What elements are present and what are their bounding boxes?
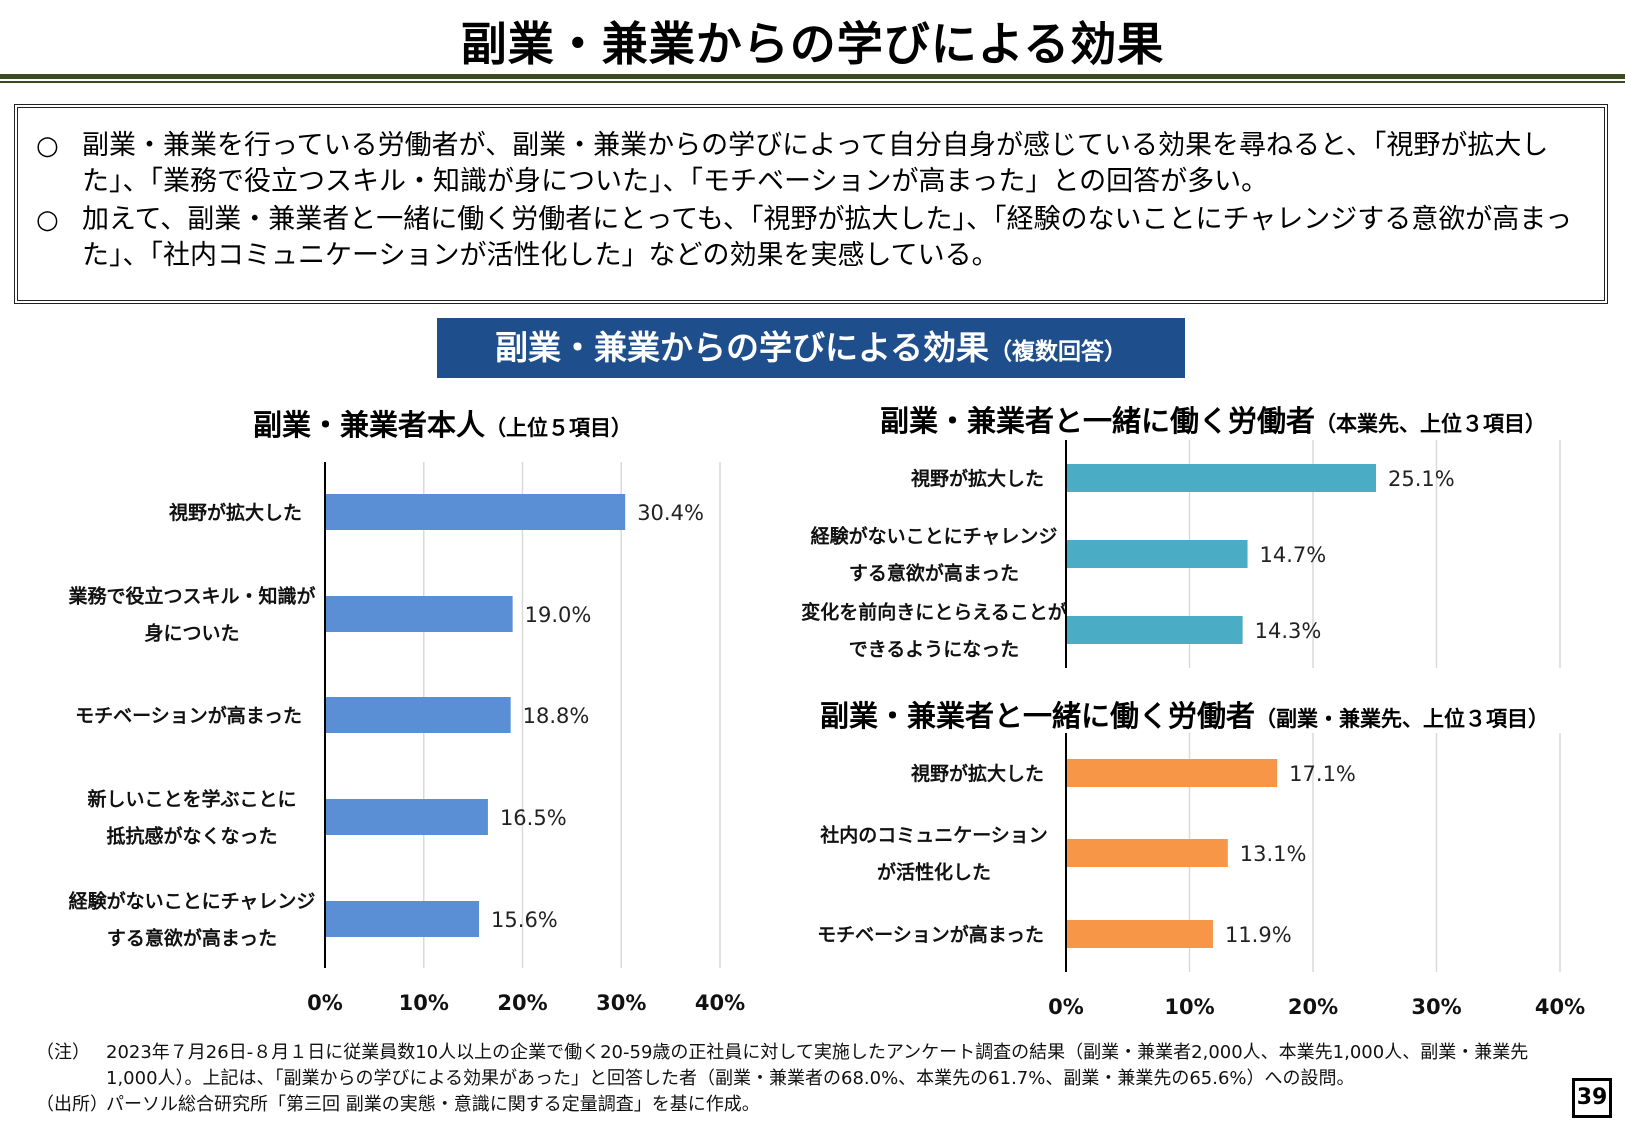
chart-1-tick-label: 40%	[695, 991, 745, 1015]
chart-1-category-label: 視野が拡大した	[168, 501, 302, 524]
chart-banner: 副業・兼業からの学びによる効果（複数回答）	[437, 318, 1185, 378]
chart-2-title: 副業・兼業者と一緒に働く労働者（本業先、上位３項目）	[880, 398, 1546, 440]
chart-1-category-label: 経験がないことにチャレンジ	[69, 890, 316, 913]
page-number: 39	[1572, 1078, 1612, 1118]
summary-box: ○ 副業・兼業を行っている労働者が、副業・兼業からの学びによって自分自身が感じて…	[14, 104, 1608, 304]
chart-3-value-label: 11.9%	[1225, 923, 1292, 947]
chart-1-tick-label: 30%	[596, 991, 646, 1015]
source-key: （出所）	[36, 1094, 108, 1115]
chart-3-category-label: 社内のコミュニケーション	[819, 824, 1048, 847]
charts-canvas: 30.4% 視野が拡大した 19.0% 業務で役立つスキル・知識が身についた 18.8%…	[67, 440, 1585, 1019]
chart-1-value-label: 16.5%	[500, 806, 567, 830]
summary-item: ○ 副業・兼業を行っている労働者が、副業・兼業からの学びによって自分自身が感じて…	[36, 128, 1586, 200]
chart-1-bar	[326, 494, 626, 530]
summary-text: 加えて、副業・兼業者と一緒に働く労働者にとっても、「視野が拡大した」、「経験のな…	[82, 204, 1573, 271]
chart-3-bar	[1067, 759, 1278, 787]
chart-3-tick-label: 20%	[1288, 995, 1338, 1019]
title-rule	[0, 74, 1625, 79]
chart-1-title-main: 副業・兼業者本人	[253, 408, 486, 442]
chart-1-tick-label: 20%	[497, 991, 547, 1015]
chart-1-category-label: モチベーションが高まった	[75, 704, 302, 727]
chart-2-bar	[1067, 540, 1248, 568]
chart-1-bar	[326, 799, 488, 835]
banner-title: 副業・兼業からの学びによる効果	[494, 328, 989, 367]
chart-1-category-label: 身についた	[144, 622, 239, 645]
chart-2-category-label: 経験がないことにチャレンジ	[811, 525, 1058, 548]
chart-3-tick-label: 0%	[1048, 995, 1084, 1019]
chart-3-title-main: 副業・兼業者と一緒に働く労働者	[820, 699, 1256, 733]
chart-2-value-label: 25.1%	[1388, 467, 1455, 491]
source-text: パーソル総合研究所「第三回 副業の実態・意識に関する定量調査」を基に作成。	[106, 1094, 760, 1115]
footnotes: （注） 2023年７月26日-８月１日に従業員数10人以上の企業で働く20-59…	[36, 1040, 1566, 1118]
chart-3-category-label: が活性化した	[877, 861, 991, 884]
summary-text: 副業・兼業を行っている労働者が、副業・兼業からの学びによって自分自身が感じている…	[82, 130, 1549, 197]
chart-3-title: 副業・兼業者と一緒に働く労働者（副業・兼業先、上位３項目）	[820, 693, 1549, 735]
summary-item: ○ 加えて、副業・兼業者と一緒に働く労働者にとっても、「視野が拡大した」、「経験…	[36, 202, 1586, 274]
chart-2-category-label: する意欲が高まった	[849, 562, 1019, 585]
chart-1-value-label: 30.4%	[637, 501, 704, 525]
title-rule-thin	[0, 81, 1625, 83]
circle-bullet-icon: ○	[36, 131, 59, 161]
chart-1-category-label: 新しいことを学ぶことに	[87, 788, 296, 811]
chart-2-value-label: 14.7%	[1260, 543, 1327, 567]
chart-3-bar	[1067, 839, 1228, 867]
chart-1-bar	[326, 697, 511, 733]
source-row: （出所） パーソル総合研究所「第三回 副業の実態・意識に関する定量調査」を基に作…	[36, 1092, 1566, 1118]
chart-1-bar	[326, 596, 513, 632]
chart-2-bar	[1067, 464, 1376, 492]
chart-3-tick-label: 10%	[1164, 995, 1214, 1019]
chart-1-tick-label: 0%	[307, 991, 343, 1015]
banner-subtitle: （複数回答）	[989, 339, 1127, 365]
chart-3-tick-label: 40%	[1535, 995, 1585, 1019]
note-key: （注）	[36, 1042, 90, 1063]
page-title: 副業・兼業からの学びによる効果	[460, 17, 1165, 71]
chart-2-title-main: 副業・兼業者と一緒に働く労働者	[880, 404, 1316, 438]
chart-2-value-label: 14.3%	[1255, 619, 1322, 643]
chart-1-bar	[326, 901, 480, 937]
chart-2-subtitle: （本業先、上位３項目）	[1315, 412, 1547, 436]
chart-3-category-label: モチベーションが高まった	[817, 923, 1044, 946]
chart-1-category-label: 業務で役立つスキル・知識が	[67, 585, 315, 608]
chart-2-category-label: 変化を前向きにとらえることが	[801, 601, 1066, 624]
chart-3-value-label: 17.1%	[1289, 762, 1356, 786]
chart-1-subtitle: （上位５項目）	[485, 416, 633, 440]
chart-1-category-label: する意欲が高まった	[107, 927, 277, 950]
chart-3-value-label: 13.1%	[1240, 842, 1307, 866]
chart-3-tick-label: 30%	[1411, 995, 1461, 1019]
note-row: （注） 2023年７月26日-８月１日に従業員数10人以上の企業で働く20-59…	[36, 1040, 1566, 1092]
chart-3-bar	[1067, 920, 1213, 948]
chart-1-category-label: 抵抗感がなくなった	[106, 825, 277, 848]
chart-1-value-label: 19.0%	[525, 603, 592, 627]
chart-2-category-label: できるようになった	[849, 639, 1020, 661]
chart-1-tick-label: 10%	[399, 991, 449, 1015]
chart-2-bar	[1067, 616, 1243, 644]
chart-1-value-label: 15.6%	[491, 908, 558, 932]
chart-2-category-label: 視野が拡大した	[910, 467, 1044, 490]
circle-bullet-icon: ○	[36, 205, 59, 235]
chart-1-title: 副業・兼業者本人（上位５項目）	[253, 402, 632, 444]
note-text: 2023年７月26日-８月１日に従業員数10人以上の企業で働く20-59歳の正社…	[106, 1042, 1529, 1089]
chart-1-value-label: 18.8%	[523, 704, 590, 728]
chart-3-category-label: 視野が拡大した	[910, 762, 1044, 785]
chart-3-subtitle: （副業・兼業先、上位３項目）	[1255, 707, 1550, 731]
